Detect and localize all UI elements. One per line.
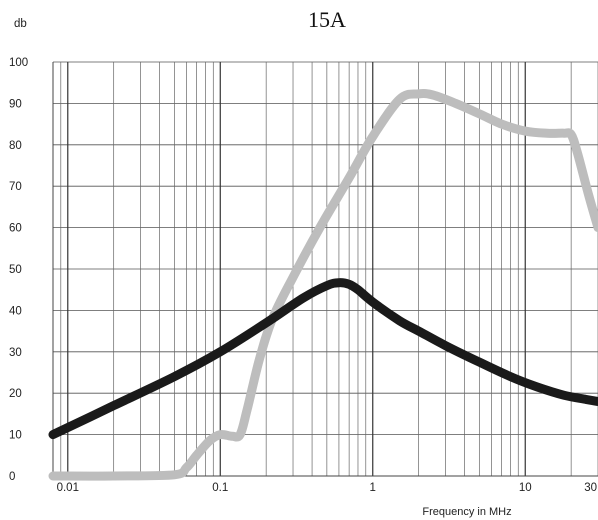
x-axis-label: Frequency in MHz: [422, 506, 511, 518]
x-tick-label: 10: [519, 482, 532, 494]
y-tick-label: 90: [9, 98, 22, 110]
x-tick-label: 0.01: [57, 482, 79, 494]
x-tick-label: 0.1: [212, 482, 228, 494]
x-tick-label: 1: [370, 482, 376, 494]
y-tick-label: 40: [9, 305, 22, 317]
y-tick-label: 50: [9, 264, 22, 276]
y-tick-label: 0: [9, 471, 15, 483]
y-tick-label: 10: [9, 430, 22, 442]
chart-title: 15A: [308, 7, 346, 32]
series-lines: [48, 89, 598, 481]
x-tick-labels: 0.01 0.1 1 10 30: [57, 482, 597, 494]
series-line-2: [48, 278, 598, 440]
y-tick-label: 20: [9, 388, 22, 400]
y-tick-labels: 0 10 20 30 40 50 60 70 80 90 100: [9, 57, 28, 483]
y-tick-label: 80: [9, 140, 22, 152]
y-tick-label: 30: [9, 347, 22, 359]
x-tick-label: 30: [584, 482, 597, 494]
y-tick-label: 100: [9, 57, 28, 69]
series-line-1: [48, 89, 598, 481]
y-tick-label: 70: [9, 181, 22, 193]
y-axis-label: db: [14, 18, 27, 30]
y-tick-label: 60: [9, 223, 22, 235]
